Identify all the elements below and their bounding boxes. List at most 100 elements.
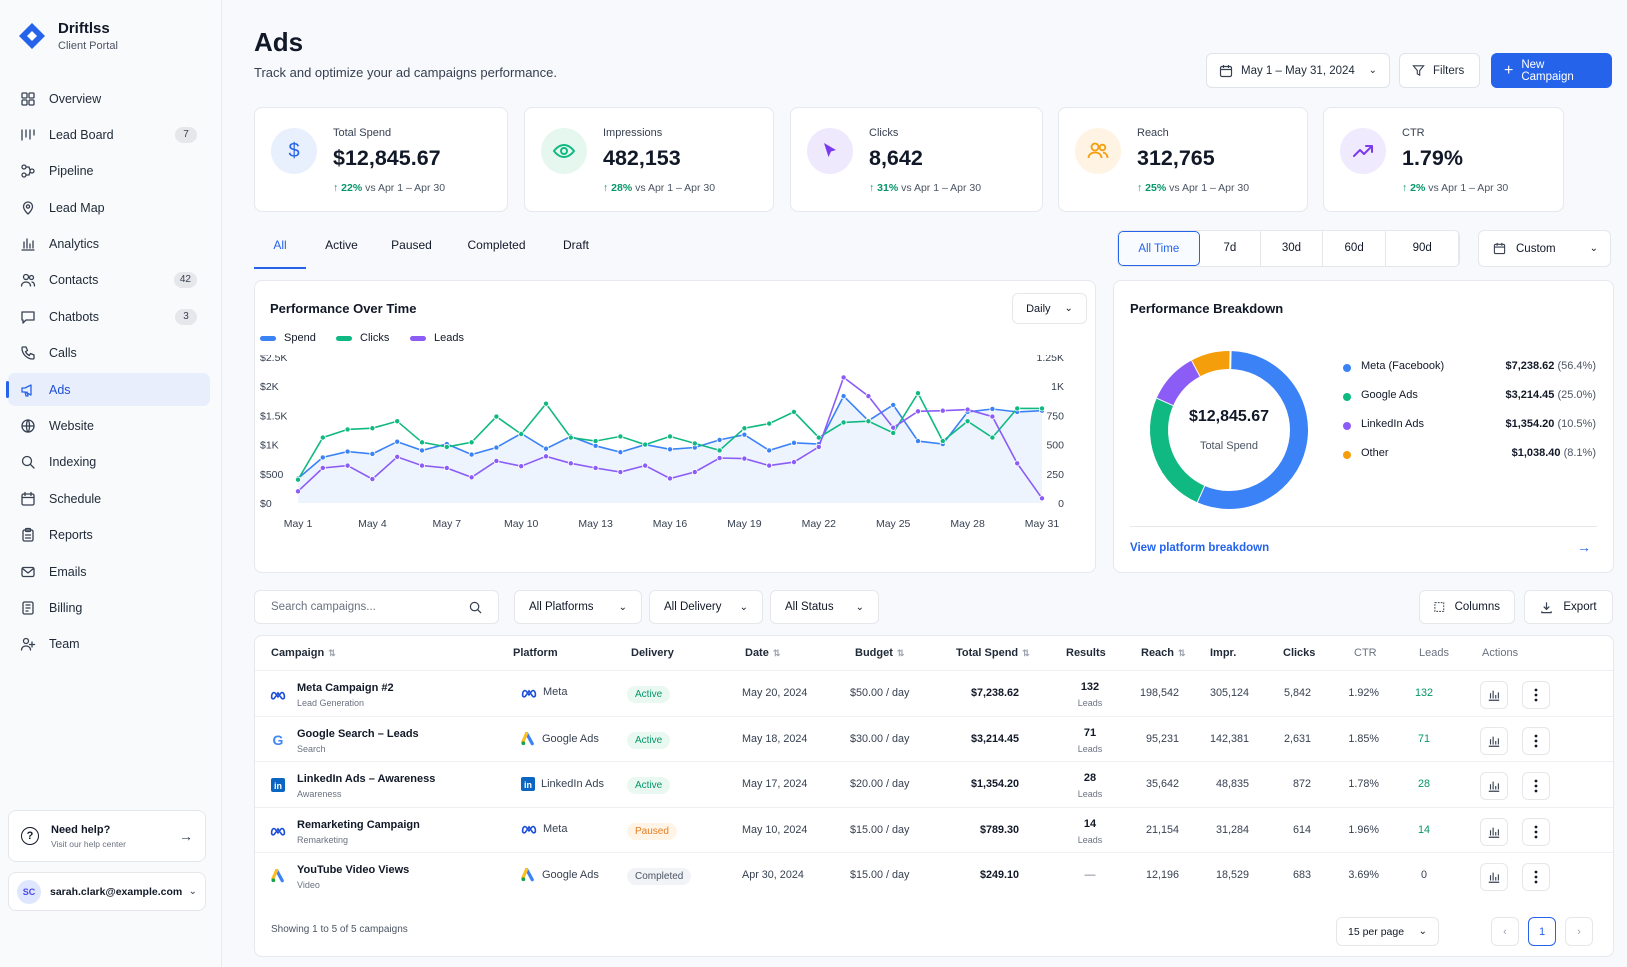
sidebar-item-calls[interactable]: Calls (8, 337, 210, 370)
clicks-cell: 872 (1292, 778, 1311, 790)
results-label: Leads (1077, 743, 1103, 754)
help-title: Need help? (51, 823, 111, 836)
data-point-leads (1039, 495, 1046, 502)
delivery-filter[interactable]: All Delivery ⌄ (649, 590, 763, 624)
view-analytics-button[interactable] (1480, 772, 1508, 800)
sidebar-item-pipeline[interactable]: Pipeline (8, 155, 210, 188)
meta-icon (521, 823, 537, 834)
table-row[interactable]: in LinkedIn Ads – Awareness Awareness in Lin… (255, 761, 1613, 808)
view-analytics-button[interactable] (1480, 726, 1508, 755)
user-menu[interactable]: SC sarah.clark@example.com ⌄ (8, 872, 206, 911)
data-point-leads (915, 408, 922, 415)
data-point-spend (394, 438, 401, 445)
page-1-button[interactable]: 1 (1528, 917, 1556, 946)
brand[interactable]: Driftlss Client Portal (18, 20, 118, 52)
period-30d[interactable]: 30d (1261, 231, 1323, 266)
sidebar-item-schedule[interactable]: Schedule (8, 482, 210, 515)
date-range-picker[interactable]: May 1 – May 31, 2024 ⌄ (1206, 53, 1390, 88)
tab-draft[interactable]: Draft (562, 238, 589, 252)
view-analytics-button[interactable] (1480, 681, 1508, 709)
table-row[interactable]: Meta Campaign #2 Lead Generation Meta Activ… (255, 670, 1613, 717)
tab-paused[interactable]: Paused (391, 238, 432, 252)
columns-button[interactable]: Columns (1419, 590, 1515, 624)
campaign-name[interactable]: YouTube Video Views (297, 864, 410, 876)
platform-filter[interactable]: All Platforms ⌄ (514, 590, 642, 624)
data-point-clicks (1014, 405, 1021, 412)
data-point-leads (567, 460, 574, 467)
sidebar-item-billing[interactable]: Billing (8, 591, 210, 624)
stat-value: $12,845.67 (333, 146, 441, 170)
data-point-leads (666, 475, 673, 482)
export-button[interactable]: Export (1524, 590, 1613, 624)
sidebar-item-lead-board[interactable]: Lead Board 7 (8, 118, 210, 151)
per-page-select[interactable]: 15 per page ⌄ (1336, 917, 1439, 946)
period-all-time[interactable]: All Time (1118, 231, 1200, 266)
tab-active[interactable]: Active (325, 238, 358, 252)
arrow-up-icon: ↑ (333, 182, 342, 194)
view-analytics-button[interactable] (1480, 817, 1508, 846)
table-row[interactable]: G Google Search – Leads Search Google Ads Ac… (255, 715, 1613, 763)
arrow-right-icon[interactable]: → (1577, 539, 1591, 555)
sidebar-item-emails[interactable]: Emails (8, 555, 210, 588)
sidebar-item-website[interactable]: Website (8, 410, 210, 443)
column-header-impr-: Impr. (1210, 647, 1236, 659)
campaign-name[interactable]: LinkedIn Ads – Awareness (297, 773, 436, 785)
period-60d[interactable]: 60d (1323, 231, 1387, 266)
status-filter[interactable]: All Status ⌄ (770, 590, 879, 624)
custom-range-select[interactable]: Custom ⌄ (1478, 230, 1611, 267)
next-page-button[interactable]: › (1565, 917, 1593, 946)
campaign-name[interactable]: Google Search – Leads (297, 727, 419, 740)
sidebar-item-chatbots[interactable]: Chatbots 3 (8, 300, 210, 333)
data-point-leads (815, 443, 822, 450)
team-icon (20, 636, 36, 652)
table-row[interactable]: Remarketing Campaign Remarketing Meta Pause… (255, 806, 1613, 854)
table-row[interactable]: YouTube Video Views Video Google Ads Comple… (255, 852, 1613, 899)
more-actions-button[interactable] (1522, 681, 1550, 709)
campaign-name[interactable]: Meta Campaign #2 (297, 682, 394, 694)
period-7d[interactable]: 7d (1200, 231, 1262, 266)
sidebar-item-contacts[interactable]: Contacts 42 (8, 264, 210, 297)
column-header-campaign[interactable]: Campaign ⇅ (271, 647, 336, 659)
column-header-date[interactable]: Date ⇅ (745, 647, 780, 659)
column-header-budget[interactable]: Budget ⇅ (855, 647, 904, 659)
more-actions-button[interactable] (1522, 863, 1550, 891)
period-90d[interactable]: 90d (1386, 231, 1459, 266)
tab-all[interactable]: All (254, 229, 306, 269)
column-header-ctr: CTR (1354, 647, 1377, 659)
sidebar-item-lead-map[interactable]: Lead Map (8, 191, 210, 224)
campaign-name[interactable]: Remarketing Campaign (297, 818, 420, 831)
reach-cell: 95,231 (1145, 732, 1179, 745)
more-actions-button[interactable] (1522, 726, 1550, 755)
sidebar-item-analytics[interactable]: Analytics (8, 228, 210, 261)
stat-label: Reach (1137, 127, 1169, 139)
custom-range-label: Custom (1516, 242, 1556, 255)
question-icon: ? (21, 827, 39, 845)
tab-completed[interactable]: Completed (467, 238, 526, 252)
help-card[interactable]: ? Need help? Visit our help center → (8, 810, 206, 862)
column-header-total-spend[interactable]: Total Spend ⇅ (956, 647, 1030, 659)
campaign-search-input[interactable]: Search campaigns... (254, 590, 499, 624)
new-campaign-button[interactable]: + New Campaign (1491, 53, 1612, 88)
platform-name: LinkedIn Ads (541, 778, 604, 790)
prev-page-button[interactable]: ‹ (1491, 917, 1519, 946)
performance-title: Performance Over Time (270, 301, 417, 316)
data-point-clicks (691, 440, 698, 447)
data-point-leads (865, 393, 872, 400)
more-actions-button[interactable] (1522, 817, 1550, 846)
sidebar-item-overview[interactable]: Overview (8, 82, 210, 115)
filters-button[interactable]: Filters (1399, 53, 1480, 88)
column-header-reach[interactable]: Reach ⇅ (1141, 647, 1186, 659)
sidebar-item-ads[interactable]: Ads (6, 373, 210, 407)
sidebar-item-indexing[interactable]: Indexing (8, 446, 210, 479)
data-point-clicks (592, 438, 599, 445)
sidebar-item-team[interactable]: Team (8, 628, 210, 661)
view-analytics-button[interactable] (1480, 863, 1508, 891)
view-platform-breakdown-link[interactable]: View platform breakdown (1130, 542, 1270, 554)
per-page-label: 15 per page (1348, 925, 1405, 938)
sidebar-item-reports[interactable]: Reports (8, 519, 210, 552)
globe-icon (20, 418, 36, 434)
granularity-select[interactable]: Daily ⌄ (1012, 293, 1087, 324)
status-badge: Active (627, 731, 671, 749)
more-actions-button[interactable] (1522, 772, 1550, 800)
sidebar-item-label: Reports (49, 528, 93, 543)
